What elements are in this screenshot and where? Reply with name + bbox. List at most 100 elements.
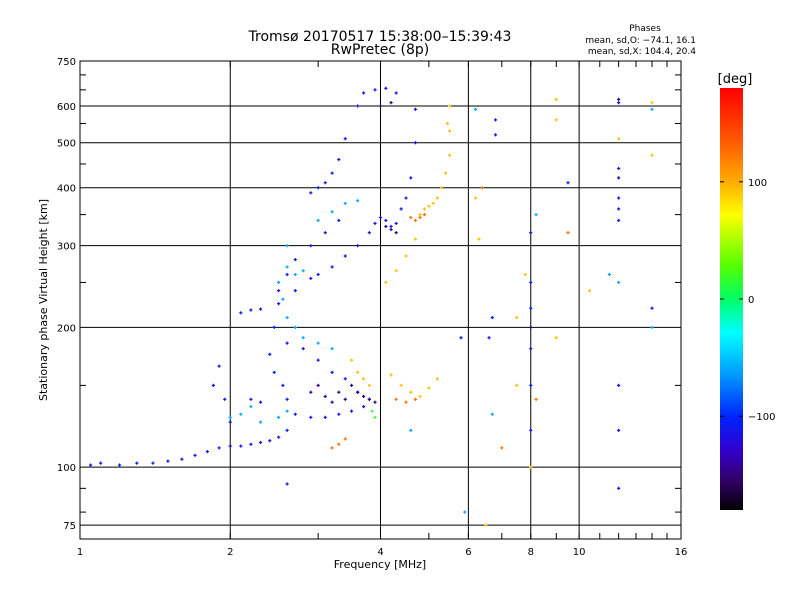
- data-point: [277, 302, 281, 306]
- data-point: [384, 280, 388, 285]
- data-point: [484, 523, 488, 527]
- data-point: [515, 315, 519, 320]
- data-point: [239, 311, 243, 315]
- data-point: [617, 176, 621, 180]
- data-point: [431, 201, 435, 206]
- data-point: [316, 186, 320, 190]
- data-point: [617, 97, 621, 101]
- data-point: [493, 118, 498, 122]
- data-point: [330, 446, 334, 450]
- data-point: [617, 428, 621, 432]
- data-point: [330, 370, 334, 374]
- data-point: [309, 244, 313, 248]
- data-point: [378, 215, 383, 220]
- data-point: [88, 463, 93, 467]
- data-point: [166, 459, 170, 463]
- data-point: [258, 307, 263, 311]
- data-point: [487, 336, 491, 340]
- data-point: [293, 412, 297, 416]
- data-point: [399, 383, 403, 387]
- data-point: [337, 442, 341, 446]
- data-point: [529, 383, 533, 387]
- data-point: [309, 276, 313, 281]
- data-point: [249, 397, 253, 401]
- x-tick-label: 4: [377, 547, 383, 558]
- colorbar-label: [deg]: [718, 72, 753, 87]
- data-point: [330, 265, 334, 269]
- data-point: [285, 397, 289, 401]
- data-point: [447, 153, 452, 157]
- chart-title: Tromsø 20170517 15:38:00–15:39:43: [248, 29, 512, 45]
- data-point: [389, 224, 393, 229]
- data-point: [258, 440, 263, 445]
- data-point: [394, 269, 398, 273]
- data-point: [529, 428, 533, 432]
- data-point: [378, 104, 383, 108]
- data-point: [285, 409, 289, 413]
- data-points: [88, 86, 654, 527]
- data-point: [316, 358, 320, 362]
- data-point: [554, 118, 558, 122]
- data-point: [409, 176, 413, 180]
- data-point: [566, 231, 570, 235]
- data-point: [566, 181, 570, 185]
- data-point: [404, 254, 408, 258]
- y-tick-label: 750: [57, 57, 76, 68]
- data-point: [356, 390, 360, 394]
- data-point: [459, 336, 463, 340]
- data-point: [534, 397, 538, 401]
- colorbar-tick-label: 100: [748, 178, 767, 189]
- data-point: [301, 269, 305, 273]
- data-point: [523, 272, 527, 277]
- data-point: [529, 231, 533, 235]
- data-point: [490, 412, 494, 416]
- data-point: [277, 415, 281, 419]
- data-point: [277, 435, 281, 439]
- data-point: [309, 390, 313, 394]
- data-point: [285, 272, 289, 277]
- data-point: [272, 325, 276, 330]
- data-point: [473, 196, 478, 200]
- data-point: [418, 213, 422, 217]
- data-point: [367, 383, 371, 387]
- data-point: [249, 442, 253, 446]
- data-point: [301, 347, 305, 351]
- data-point: [285, 315, 289, 320]
- phase-box-line-o: mean, sd,O: −74.1, 16.1: [585, 36, 696, 46]
- data-point: [330, 210, 334, 214]
- data-point: [394, 91, 398, 95]
- data-point: [356, 104, 360, 108]
- x-tick-label: 1: [77, 547, 83, 558]
- colorbar: [720, 88, 743, 510]
- data-point: [268, 439, 272, 443]
- data-point: [323, 415, 327, 419]
- data-point: [316, 272, 320, 277]
- x-tick-label: 6: [465, 547, 471, 558]
- data-point: [529, 325, 533, 330]
- x-tick-label: 2: [227, 547, 233, 558]
- data-point: [427, 386, 431, 390]
- data-point: [343, 397, 347, 401]
- data-point: [337, 218, 341, 223]
- data-point: [650, 306, 654, 310]
- data-point: [617, 196, 621, 200]
- x-tick-label: 16: [675, 547, 688, 558]
- data-point: [367, 231, 371, 235]
- data-point: [281, 383, 285, 387]
- data-point: [389, 101, 393, 105]
- data-point: [422, 207, 427, 211]
- data-point: [356, 199, 360, 203]
- data-point: [384, 224, 388, 229]
- data-point: [316, 341, 320, 345]
- data-point: [554, 97, 558, 101]
- data-point: [323, 181, 327, 185]
- data-point: [418, 215, 422, 220]
- data-point: [413, 237, 418, 241]
- data-point: [223, 397, 227, 401]
- data-point: [389, 373, 393, 377]
- data-point: [211, 383, 215, 387]
- data-point: [373, 400, 377, 404]
- data-point: [409, 215, 413, 220]
- data-point: [617, 280, 621, 285]
